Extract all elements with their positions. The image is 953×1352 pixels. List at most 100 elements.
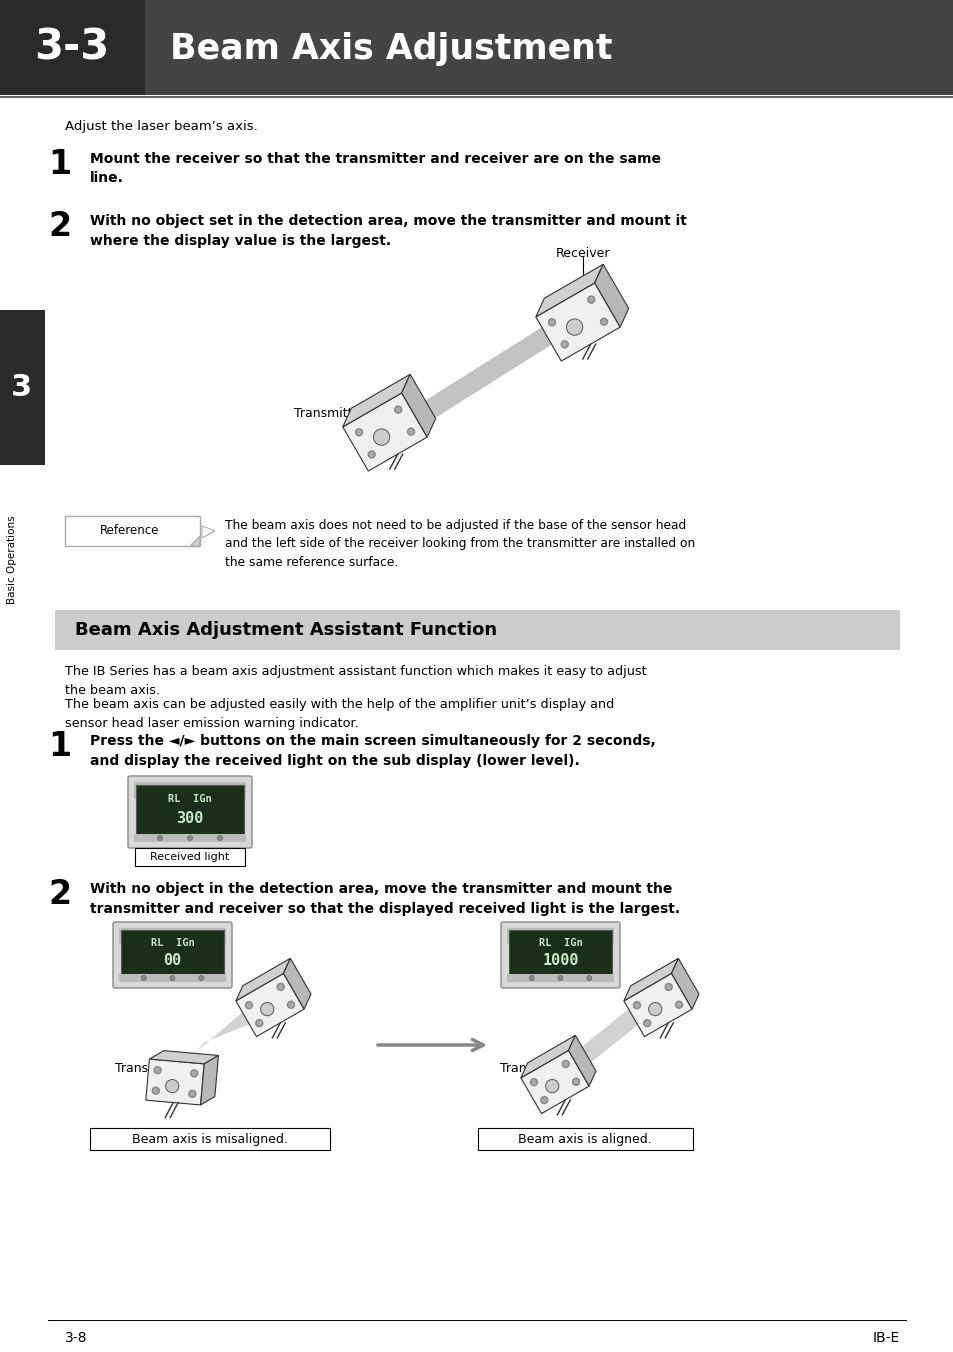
Circle shape bbox=[407, 429, 414, 435]
Circle shape bbox=[529, 976, 534, 980]
Circle shape bbox=[532, 1080, 536, 1084]
Text: RL  IGn: RL IGn bbox=[538, 938, 581, 948]
Polygon shape bbox=[150, 1051, 218, 1064]
Text: 3: 3 bbox=[11, 373, 32, 402]
Text: Basic Operations: Basic Operations bbox=[7, 515, 17, 604]
Circle shape bbox=[675, 1002, 681, 1009]
Circle shape bbox=[541, 1098, 546, 1102]
Text: 3-8: 3-8 bbox=[65, 1330, 88, 1345]
Polygon shape bbox=[146, 1059, 204, 1105]
Circle shape bbox=[192, 1071, 196, 1075]
Circle shape bbox=[574, 1080, 578, 1084]
Bar bbox=[90, 1128, 330, 1151]
Text: Transmitter: Transmitter bbox=[499, 1063, 571, 1075]
Text: Beam axis is aligned.: Beam axis is aligned. bbox=[517, 1133, 651, 1145]
Text: The beam axis can be adjusted easily with the help of the amplifier unit’s displ: The beam axis can be adjusted easily wit… bbox=[65, 698, 614, 730]
Circle shape bbox=[355, 429, 362, 435]
Circle shape bbox=[666, 984, 670, 988]
Circle shape bbox=[155, 1068, 159, 1072]
Circle shape bbox=[545, 1079, 558, 1092]
Circle shape bbox=[677, 1003, 680, 1007]
Circle shape bbox=[191, 1092, 194, 1096]
Circle shape bbox=[395, 407, 400, 411]
Text: Received light: Received light bbox=[151, 852, 230, 863]
Text: Receiver: Receiver bbox=[556, 247, 610, 260]
Polygon shape bbox=[520, 1036, 575, 1078]
Circle shape bbox=[166, 1079, 178, 1092]
Bar bbox=[133, 781, 246, 799]
Bar bbox=[0, 310, 45, 465]
Text: With no object set in the detection area, move the transmitter and mount it
wher: With no object set in the detection area… bbox=[90, 214, 686, 247]
Circle shape bbox=[540, 1096, 547, 1103]
Circle shape bbox=[217, 836, 222, 841]
Circle shape bbox=[587, 296, 594, 303]
Text: Receiver: Receiver bbox=[635, 991, 690, 1005]
Circle shape bbox=[586, 976, 591, 980]
Bar bbox=[55, 610, 899, 650]
Circle shape bbox=[368, 450, 375, 458]
Circle shape bbox=[601, 319, 605, 323]
Polygon shape bbox=[283, 959, 311, 1009]
Circle shape bbox=[260, 1003, 274, 1015]
Circle shape bbox=[530, 1079, 537, 1086]
Text: Mount the receiver so that the transmitter and receiver are on the same
line.: Mount the receiver so that the transmitt… bbox=[90, 151, 660, 185]
Text: IB-E: IB-E bbox=[872, 1330, 899, 1345]
Bar bbox=[121, 930, 224, 975]
Circle shape bbox=[154, 1067, 161, 1073]
Circle shape bbox=[278, 984, 282, 988]
Polygon shape bbox=[573, 1003, 647, 1067]
Text: 1: 1 bbox=[49, 147, 71, 181]
Polygon shape bbox=[568, 1036, 596, 1086]
Text: RL  IGn: RL IGn bbox=[151, 938, 194, 948]
Bar bbox=[0, 0, 145, 95]
Circle shape bbox=[198, 976, 204, 980]
Polygon shape bbox=[401, 375, 436, 437]
Text: Reference: Reference bbox=[100, 525, 159, 538]
Bar bbox=[135, 848, 245, 867]
Circle shape bbox=[395, 406, 401, 414]
Circle shape bbox=[152, 1087, 159, 1094]
Text: 3-3: 3-3 bbox=[34, 27, 110, 69]
FancyBboxPatch shape bbox=[128, 776, 252, 848]
Circle shape bbox=[558, 976, 562, 980]
Text: 300: 300 bbox=[176, 811, 204, 826]
FancyBboxPatch shape bbox=[112, 922, 232, 988]
Polygon shape bbox=[623, 973, 692, 1037]
Text: RL  IGn: RL IGn bbox=[168, 794, 212, 803]
Circle shape bbox=[664, 983, 672, 991]
Circle shape bbox=[255, 1019, 262, 1026]
Circle shape bbox=[189, 1090, 195, 1098]
Circle shape bbox=[563, 1061, 567, 1065]
Circle shape bbox=[188, 836, 193, 841]
Circle shape bbox=[157, 836, 162, 841]
Bar bbox=[477, 1128, 692, 1151]
Text: 2: 2 bbox=[49, 877, 71, 911]
Text: 1: 1 bbox=[49, 730, 71, 763]
Polygon shape bbox=[536, 264, 602, 316]
Text: Beam Axis Adjustment: Beam Axis Adjustment bbox=[170, 32, 612, 66]
Circle shape bbox=[245, 1002, 253, 1009]
Bar bbox=[65, 516, 200, 546]
Circle shape bbox=[560, 341, 568, 347]
Circle shape bbox=[635, 1003, 639, 1007]
Text: 00: 00 bbox=[163, 953, 181, 968]
Circle shape bbox=[287, 1002, 294, 1009]
Circle shape bbox=[561, 1060, 569, 1067]
Polygon shape bbox=[536, 283, 619, 361]
Text: 2: 2 bbox=[49, 210, 71, 243]
Circle shape bbox=[550, 320, 554, 324]
Polygon shape bbox=[404, 323, 558, 430]
Bar bbox=[506, 927, 614, 944]
Text: The IB Series has a beam axis adjustment assistant function which makes it easy : The IB Series has a beam axis adjustment… bbox=[65, 665, 646, 696]
Polygon shape bbox=[235, 973, 304, 1037]
Polygon shape bbox=[594, 264, 628, 327]
Circle shape bbox=[648, 1003, 661, 1015]
Polygon shape bbox=[671, 959, 699, 1009]
Text: Beam Axis Adjustment Assistant Function: Beam Axis Adjustment Assistant Function bbox=[75, 621, 497, 639]
Bar bbox=[0, 0, 953, 95]
Polygon shape bbox=[190, 1010, 260, 1057]
Circle shape bbox=[170, 976, 174, 980]
Circle shape bbox=[643, 1019, 650, 1026]
Polygon shape bbox=[342, 375, 410, 427]
Polygon shape bbox=[342, 393, 427, 470]
